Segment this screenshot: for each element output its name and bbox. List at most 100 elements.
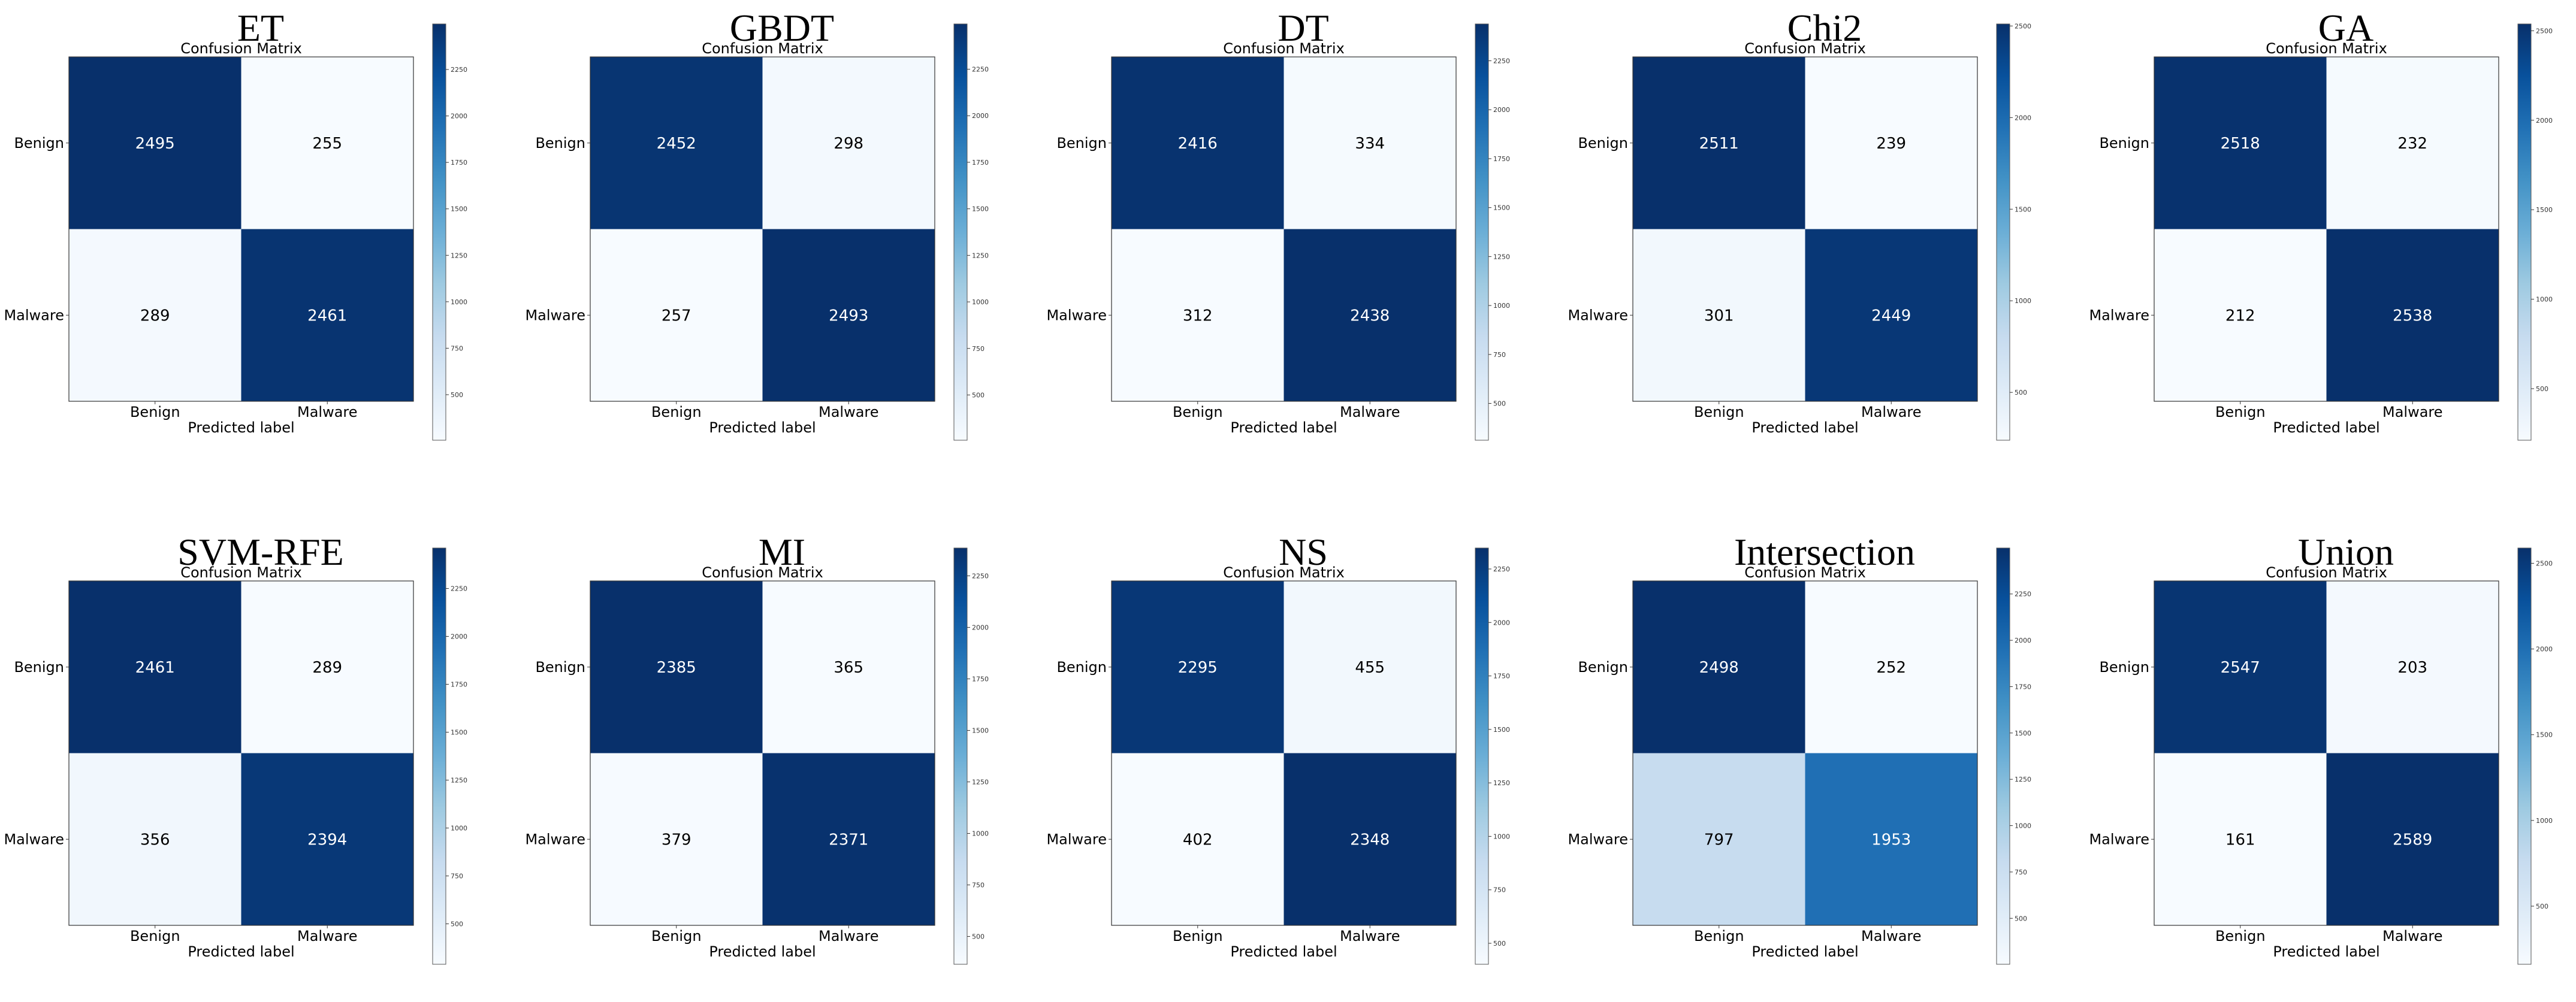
x-axis-label: Predicted label (188, 419, 294, 436)
cell-value: 2385 (657, 659, 696, 677)
matrix-cell (241, 57, 413, 229)
matrix-title: Confusion Matrix (1223, 40, 1345, 57)
y-tick-label: Malware (525, 831, 585, 847)
colorbar-tick-label: 500 (972, 933, 985, 941)
x-tick-label: Malware (2382, 404, 2443, 420)
panel-title: Union (2298, 531, 2394, 573)
matrix-cell (1284, 229, 1456, 401)
cell-value: 2511 (1699, 135, 1739, 153)
colorbar (2517, 23, 2532, 441)
x-axis-label: Predicted label (709, 943, 816, 960)
y-tick-label: Malware (1046, 831, 1107, 847)
cell-value: 239 (1876, 135, 1906, 153)
x-tick-label: Benign (1173, 928, 1223, 945)
y-tick-label: Benign (1056, 135, 1107, 152)
cell-value: 289 (312, 659, 342, 677)
matrix-cell (762, 753, 935, 925)
colorbar-tick-label: 1750 (2015, 683, 2031, 691)
x-tick-label: Malware (1861, 404, 1922, 420)
colorbar-tick-label: 500 (2015, 915, 2027, 922)
colorbar-tick-label: 2000 (972, 112, 989, 120)
cell-value: 2493 (829, 307, 868, 325)
colorbar-tick-label: 1750 (451, 681, 467, 689)
colorbar-tick-label: 2250 (1493, 57, 1510, 65)
x-tick-label: Malware (297, 928, 358, 945)
matrix-cell (2326, 753, 2499, 925)
cell-value: 2461 (135, 659, 175, 677)
cell-value: 379 (662, 831, 691, 849)
colorbar-tick-label: 1250 (2015, 776, 2031, 783)
colorbar-tick-label: 1000 (2015, 822, 2031, 830)
colorbar-tick-label: 2500 (2015, 22, 2031, 30)
y-tick-label: Benign (535, 135, 585, 152)
colorbar (2517, 547, 2532, 965)
colorbar-tick-label: 2000 (2536, 117, 2553, 125)
cell-value: 252 (1876, 659, 1906, 677)
y-tick-label: Benign (2099, 659, 2149, 676)
colorbar (432, 547, 446, 965)
colorbar-tick-label: 1500 (2015, 205, 2031, 213)
colorbar-tick-label: 1500 (2536, 731, 2553, 739)
y-tick-label: Benign (1578, 659, 1628, 676)
x-axis-label: Predicted label (2273, 943, 2379, 960)
x-tick-label: Benign (651, 404, 702, 420)
colorbar-tick-label: 2000 (451, 633, 467, 641)
x-axis-label: Predicted label (188, 943, 294, 960)
colorbar (432, 23, 446, 441)
matrix-title: Confusion Matrix (1744, 564, 1866, 581)
colorbar-tick-label: 2250 (451, 585, 467, 593)
colorbar-tick-label: 2250 (972, 66, 989, 74)
colorbar-tick-label: 1500 (2536, 206, 2553, 214)
cell-value: 334 (1355, 135, 1385, 153)
y-tick-label: Benign (1056, 659, 1107, 676)
colorbar-tick-label: 1250 (451, 776, 467, 784)
matrix-cell (2326, 581, 2499, 753)
matrix-cell (1633, 229, 1805, 401)
cell-value: 312 (1183, 307, 1213, 325)
colorbar-tick-label: 1250 (451, 252, 467, 259)
matrix-cell (1284, 57, 1456, 229)
matrix-cell (762, 229, 935, 401)
colorbar (953, 547, 968, 965)
colorbar (1475, 23, 1489, 441)
colorbar-tick-label: 1000 (1493, 833, 1510, 840)
colorbar-tick-label: 750 (972, 882, 985, 889)
matrix-frame (590, 580, 935, 926)
colorbar-tick-label: 750 (972, 345, 985, 353)
y-tick-label: Malware (1568, 831, 1628, 847)
y-tick-label: Malware (2089, 307, 2149, 323)
colorbar-tick-label: 500 (451, 391, 463, 399)
colorbar-tick-label: 500 (2536, 903, 2548, 910)
matrix-cell (2154, 57, 2327, 229)
colorbar-tick-label: 1000 (2536, 296, 2553, 304)
matrix-title: Confusion Matrix (702, 564, 823, 581)
colorbar-tick-label: 2000 (972, 623, 989, 631)
matrix-cell (1112, 753, 1284, 925)
matrix-cell (1805, 753, 1977, 925)
colorbar-tick-label: 2000 (2015, 637, 2031, 644)
colorbar-tick-label: 1000 (972, 298, 989, 306)
colorbar (1475, 547, 1489, 965)
panel-title: SVM-RFE (177, 531, 343, 573)
x-tick-label: Benign (1694, 928, 1744, 945)
colorbar-tick-label: 1500 (1493, 204, 1510, 212)
colorbar-tick-label: 1750 (972, 159, 989, 167)
colorbar-tick-label: 750 (451, 344, 463, 352)
y-tick-label: Malware (1046, 307, 1107, 323)
colorbar-tick-label: 1250 (1493, 779, 1510, 787)
x-tick-label: Benign (130, 928, 180, 945)
matrix-frame (1632, 580, 1978, 926)
x-tick-label: Malware (819, 928, 879, 945)
colorbar-tick-label: 500 (2015, 389, 2027, 396)
matrix-title: Confusion Matrix (2266, 564, 2387, 581)
matrix-title: Confusion Matrix (180, 40, 302, 57)
cell-value: 2461 (307, 307, 347, 325)
colorbar-tick-label: 500 (972, 391, 985, 399)
cell-value: 2518 (2221, 135, 2260, 153)
matrix-cell (241, 229, 413, 401)
